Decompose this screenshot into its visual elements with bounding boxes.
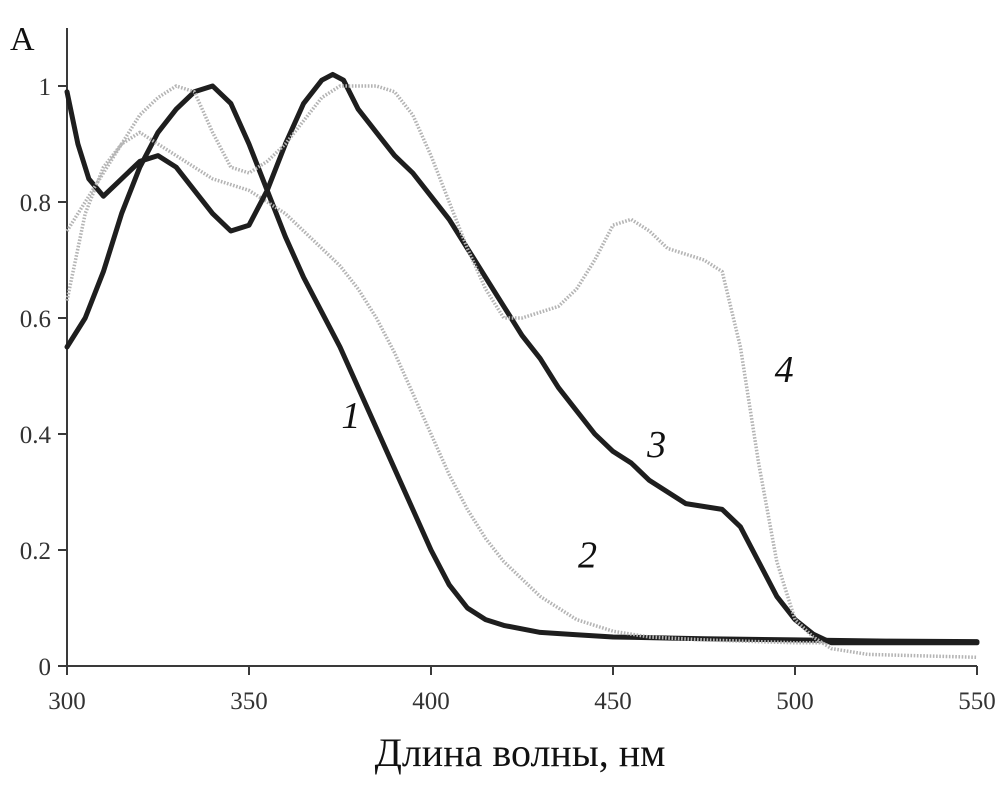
axes: [66, 28, 977, 667]
x-tick-label: 500: [776, 688, 814, 715]
x-tick-label: 400: [412, 688, 450, 715]
y-axis-title: A: [10, 21, 35, 58]
y-ticks: 0 0.2 0.4 0.6 0.8 1: [20, 74, 67, 681]
x-tick-label: 350: [230, 688, 268, 715]
series-label-1: 1: [341, 395, 360, 437]
series-label-4: 4: [775, 349, 794, 391]
series-label-2: 2: [578, 534, 597, 576]
y-tick-label: 1: [39, 74, 52, 101]
y-tick-label: 0.6: [20, 306, 51, 333]
series-layer: [64, 71, 980, 660]
y-tick-label: 0.4: [20, 422, 52, 449]
curve-labels: 1 2 3 4: [341, 349, 793, 577]
series-line-3: [64, 71, 980, 646]
x-ticks: 300 350 400 450 500 550: [48, 666, 996, 715]
x-axis-title: Длина волны, нм: [375, 730, 666, 775]
x-tick-label: 300: [48, 688, 86, 715]
y-tick-label: 0.8: [20, 190, 51, 217]
x-tick-label: 550: [958, 688, 996, 715]
series-line-4: [65, 84, 978, 660]
series-label-3: 3: [646, 424, 666, 466]
series-line-1: [64, 83, 980, 645]
y-tick-label: 0: [39, 654, 52, 681]
y-tick-label: 0.2: [20, 538, 51, 565]
series-line-2: [65, 130, 977, 645]
x-tick-label: 450: [594, 688, 632, 715]
